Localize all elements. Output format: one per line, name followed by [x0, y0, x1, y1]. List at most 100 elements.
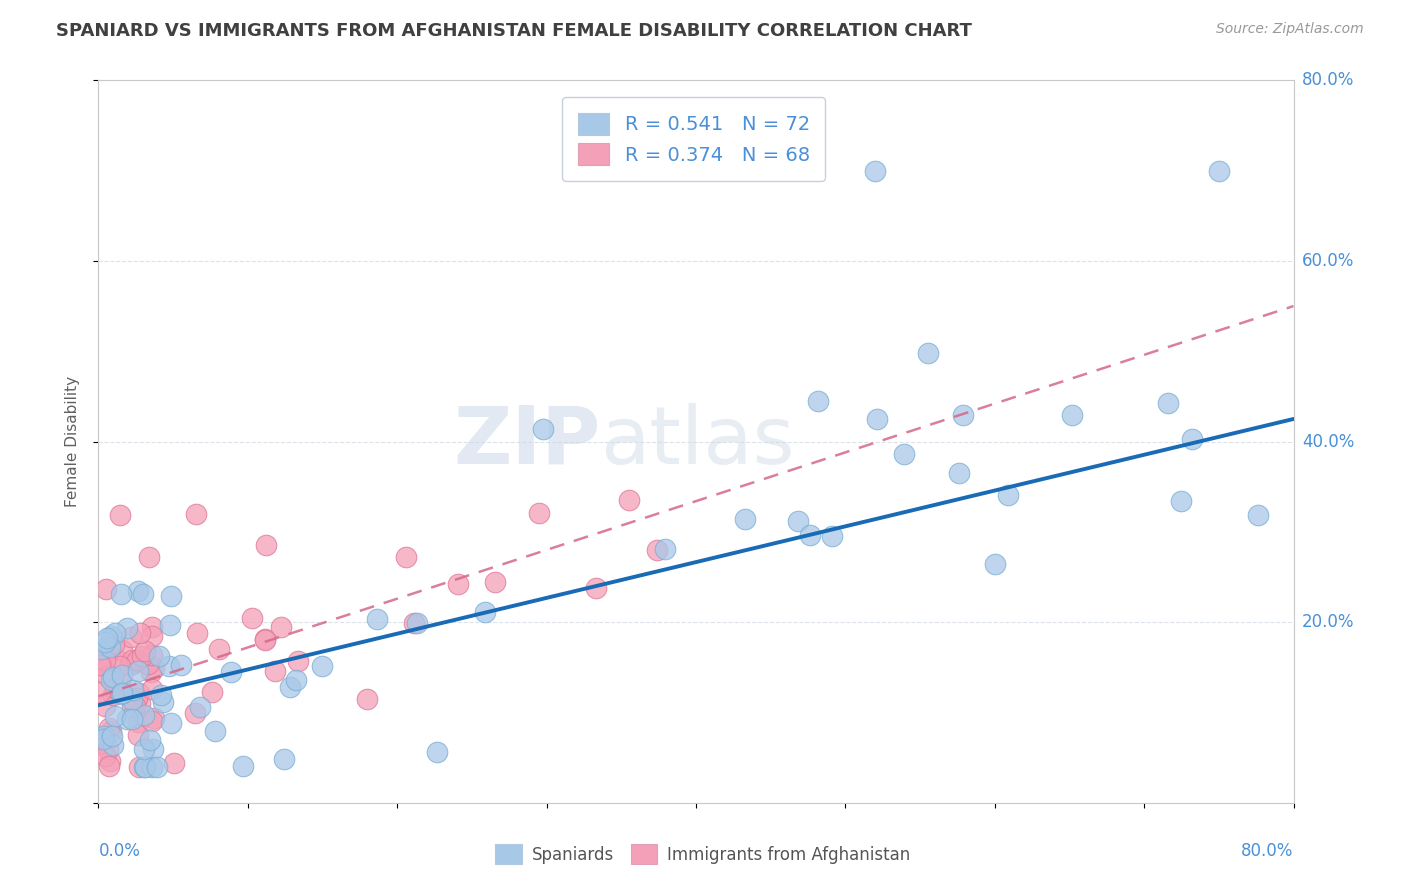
Point	[446, 577, 468, 591]
Point	[138, 549, 160, 564]
Point	[131, 649, 153, 664]
Point	[136, 657, 159, 671]
Point	[98, 721, 121, 735]
Point	[129, 696, 152, 710]
Point	[128, 686, 150, 700]
Point	[356, 692, 378, 706]
Point	[104, 681, 127, 696]
Point	[132, 760, 155, 774]
Point	[186, 626, 208, 640]
Text: 20.0%: 20.0%	[1302, 613, 1354, 632]
Point	[111, 686, 134, 700]
Point	[110, 508, 132, 522]
Point	[141, 620, 163, 634]
Text: ZIP: ZIP	[453, 402, 600, 481]
Point	[107, 654, 129, 668]
Point	[821, 529, 844, 543]
Point	[484, 574, 506, 589]
Point	[284, 673, 307, 687]
Point	[127, 665, 149, 679]
Point	[139, 665, 162, 679]
Point	[139, 733, 162, 747]
Point	[127, 728, 149, 742]
Text: atlas: atlas	[600, 402, 794, 481]
Point	[128, 760, 150, 774]
Point	[278, 680, 301, 694]
Point	[270, 620, 292, 634]
Point	[90, 642, 112, 657]
Point	[734, 512, 756, 526]
Point	[98, 640, 121, 654]
Point	[100, 629, 122, 643]
Point	[101, 688, 124, 702]
Point	[201, 685, 224, 699]
Point	[219, 665, 242, 680]
Legend: Spaniards, Immigrants from Afghanistan: Spaniards, Immigrants from Afghanistan	[488, 838, 918, 871]
Point	[127, 584, 149, 599]
Point	[232, 758, 254, 772]
Legend: R = 0.541   N = 72, R = 0.374   N = 68: R = 0.541 N = 72, R = 0.374 N = 68	[562, 97, 825, 181]
Point	[127, 690, 149, 705]
Point	[100, 723, 122, 738]
Point	[273, 752, 295, 766]
Point	[127, 714, 149, 729]
Point	[142, 741, 165, 756]
Point	[124, 656, 146, 670]
Y-axis label: Female Disability: Female Disability	[65, 376, 80, 508]
Text: 80.0%: 80.0%	[1241, 842, 1294, 860]
Point	[98, 754, 121, 768]
Point	[787, 515, 810, 529]
Point	[254, 632, 277, 646]
Point	[402, 616, 425, 631]
Point	[132, 708, 155, 723]
Point	[366, 612, 388, 626]
Point	[104, 626, 127, 640]
Point	[983, 558, 1005, 572]
Point	[143, 661, 166, 675]
Point	[807, 393, 830, 408]
Point	[94, 582, 117, 597]
Point	[204, 724, 226, 739]
Point	[132, 587, 155, 601]
Point	[287, 654, 309, 668]
Point	[97, 742, 120, 756]
Point	[98, 758, 121, 772]
Point	[94, 749, 117, 764]
Point	[1170, 494, 1192, 508]
Point	[207, 641, 229, 656]
Point	[103, 636, 125, 650]
Point	[103, 739, 125, 753]
Point	[141, 648, 163, 663]
Point	[531, 422, 554, 436]
Point	[89, 685, 111, 699]
Point	[160, 589, 183, 603]
Point	[426, 745, 449, 759]
Point	[100, 673, 122, 687]
Point	[110, 587, 132, 601]
Point	[142, 711, 165, 725]
Point	[141, 682, 163, 697]
Point	[111, 642, 134, 657]
Point	[157, 658, 180, 673]
Point	[1157, 395, 1180, 409]
Point	[141, 714, 163, 728]
Point	[893, 447, 915, 461]
Point	[94, 653, 117, 667]
Point	[529, 506, 551, 520]
Point	[865, 163, 887, 178]
Point	[134, 644, 156, 658]
Point	[1062, 408, 1084, 422]
Point	[654, 541, 676, 556]
Point	[91, 732, 114, 747]
Point	[645, 542, 668, 557]
Point	[115, 712, 138, 726]
Point	[129, 626, 152, 640]
Point	[108, 674, 131, 689]
Point	[190, 699, 212, 714]
Point	[141, 760, 163, 774]
Point	[89, 657, 111, 672]
Point	[311, 659, 333, 673]
Point	[122, 683, 145, 698]
Point	[111, 668, 134, 682]
Point	[90, 656, 112, 670]
